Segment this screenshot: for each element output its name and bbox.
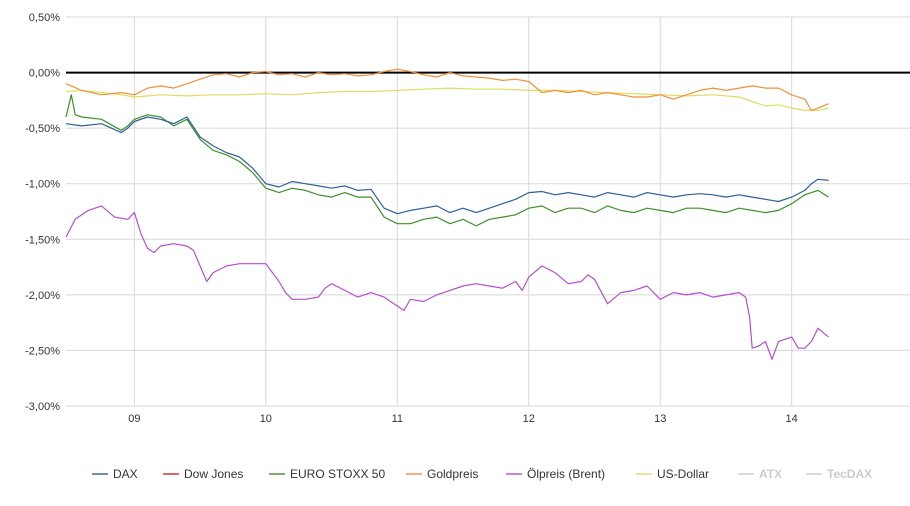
- legend-item[interactable]: Dow Jones: [163, 467, 243, 481]
- legend-label: EURO STOXX 50: [290, 467, 385, 481]
- legend: DAX Dow Jones EURO STOXX 50 Goldpreis Ölprei…: [92, 467, 872, 481]
- legend-item[interactable]: US-Dollar: [636, 467, 709, 481]
- y-tick-label: -3,00%: [25, 401, 60, 413]
- series-line-goldpreis[interactable]: [65, 68, 829, 112]
- legend-label: US-Dollar: [657, 467, 709, 481]
- grid-layer: [66, 16, 910, 407]
- series-layer: [65, 68, 829, 360]
- series-line-lpreis-brent[interactable]: [65, 205, 829, 360]
- legend-item[interactable]: Goldpreis: [406, 467, 478, 481]
- x-tick-label: 10: [260, 413, 272, 425]
- y-tick-label: -2,50%: [25, 345, 60, 357]
- legend-label: Ölpreis (Brent): [527, 467, 605, 481]
- x-tick-label: 14: [786, 413, 798, 425]
- x-tick-label: 11: [392, 413, 403, 425]
- series-line-us-dollar[interactable]: [65, 87, 829, 112]
- legend-label: ATX: [759, 467, 782, 481]
- legend-item[interactable]: TecDAX: [806, 467, 872, 481]
- x-tick-label: 12: [523, 413, 535, 425]
- y-tick-label: 0,50%: [29, 12, 60, 24]
- legend-label: TecDAX: [827, 467, 872, 481]
- y-tick-label: -2,00%: [25, 290, 60, 302]
- legend-item[interactable]: EURO STOXX 50: [269, 467, 385, 481]
- legend-label: Dow Jones: [184, 467, 243, 481]
- y-tick-label: -0,50%: [25, 123, 60, 135]
- x-axis-ticks: 09 10 11 12 13 14: [128, 413, 798, 425]
- series-line-euro-stoxx-50[interactable]: [65, 94, 829, 227]
- legend-label: DAX: [113, 467, 138, 481]
- legend-item[interactable]: Ölpreis (Brent): [506, 467, 605, 481]
- legend-item[interactable]: ATX: [738, 467, 782, 481]
- series-line-dax[interactable]: [65, 116, 829, 215]
- y-tick-label: 0,00%: [29, 68, 60, 80]
- legend-label: Goldpreis: [427, 467, 478, 481]
- x-tick-label: 13: [654, 413, 666, 425]
- legend-item[interactable]: DAX: [92, 467, 138, 481]
- y-axis-ticks: 0,50% 0,00% -0,50% -1,00% -1,50% -2,00% -2,50%…: [25, 12, 60, 413]
- y-tick-label: -1,50%: [25, 234, 60, 246]
- y-tick-label: -1,00%: [25, 179, 60, 191]
- x-tick-label: 09: [128, 413, 140, 425]
